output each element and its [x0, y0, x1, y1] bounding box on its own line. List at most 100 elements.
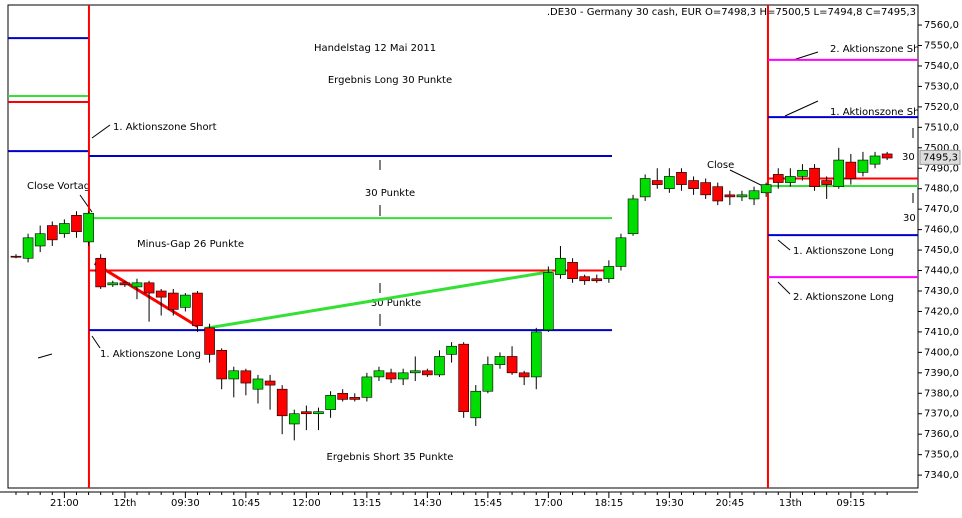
y-tick-label: 7490,0: [924, 163, 959, 174]
candle-body: [530, 331, 542, 378]
candle-body: [373, 370, 385, 378]
y-tick-label: 7370,0: [924, 409, 959, 420]
y-tick-label: 7550,0: [924, 41, 959, 52]
y-tick-label: 7460,0: [924, 225, 959, 236]
candle-body: [809, 167, 820, 187]
candle-body: [579, 276, 590, 282]
candle-body: [700, 182, 711, 196]
x-tick-label: 13:15: [352, 498, 381, 509]
candle-body: [95, 257, 106, 288]
candle-body: [494, 356, 506, 365]
candle-body: [664, 176, 675, 190]
x-tick-label: 12th: [113, 498, 136, 509]
candle-body: [482, 364, 494, 392]
last-price-label: 7495,3: [923, 152, 958, 163]
y-tick-label: 7510,0: [924, 122, 959, 133]
annotation: Ergebnis Short 35 Punkte: [327, 452, 454, 463]
y-tick-label: 7480,0: [924, 184, 959, 195]
candle-body: [833, 159, 845, 187]
candle-body: [422, 370, 433, 376]
y-tick-label: 7380,0: [924, 388, 959, 399]
y-tick-label: 7500,0: [924, 143, 959, 154]
y-tick-label: 7410,0: [924, 327, 959, 338]
candle-body: [71, 215, 82, 232]
candle-body: [167, 292, 179, 310]
trend-line: [93, 262, 199, 328]
y-tick-label: 7430,0: [924, 286, 959, 297]
candle-body: [434, 356, 445, 376]
candle-body: [821, 180, 832, 185]
candle-body: [34, 233, 46, 247]
x-tick-label: 15:45: [473, 498, 502, 509]
candle-body: [46, 225, 58, 241]
plot-area: .DE30 - Germany 30 cash, EUR O=7498,3 H=…: [8, 5, 926, 488]
annotation: Close Vortag: [27, 181, 90, 192]
candle-body: [603, 266, 615, 280]
candle-body: [216, 350, 227, 380]
candle-body: [59, 223, 70, 235]
candle-body: [591, 278, 603, 282]
candle-body: [555, 257, 566, 275]
y-tick-label: 7540,0: [924, 61, 959, 72]
candle-body: [252, 378, 264, 390]
x-tick-label: 20:45: [715, 498, 744, 509]
candle-body: [385, 372, 397, 380]
candle-body: [409, 370, 421, 374]
annotation: 1. Aktionszone Sho: [830, 107, 926, 118]
y-tick-label: 7530,0: [924, 81, 959, 92]
candle-body: [83, 212, 94, 243]
candle-body: [615, 237, 627, 267]
annotation: 1. Aktionszone Long: [793, 246, 894, 257]
annotation: 2. Aktionszone Sho: [830, 44, 926, 55]
candle-body: [518, 372, 530, 378]
y-tick-label: 7360,0: [924, 429, 959, 440]
candle-body: [627, 198, 639, 235]
last-price-box: [919, 149, 961, 165]
candle-body: [639, 178, 651, 198]
candle-body: [567, 262, 578, 280]
y-tick-label: 7340,0: [924, 470, 959, 481]
candle-body: [506, 356, 518, 374]
trend-line: [204, 269, 553, 330]
candle-body: [180, 294, 191, 308]
y-tick-label: 7440,0: [924, 266, 959, 277]
x-tick-label: 21:00: [50, 498, 79, 509]
annotation: Minus-Gap 26 Punkte: [137, 239, 244, 250]
annotation: 30 Punkte: [371, 298, 421, 309]
candle-body: [204, 327, 215, 355]
candle-body: [264, 380, 276, 386]
x-tick-label: 18:15: [594, 498, 623, 509]
candle-body: [724, 194, 736, 198]
annotation: 1. Aktionszone Long: [100, 349, 201, 360]
candle-body: [651, 180, 663, 185]
annotation: 30 P: [903, 213, 925, 224]
candle-body: [313, 411, 324, 415]
candle-body: [857, 159, 869, 173]
y-tick-label: 7420,0: [924, 306, 959, 317]
candle-body: [688, 180, 699, 190]
y-tick-label: 7350,0: [924, 450, 959, 461]
annotation: 2. Aktionszone Long: [793, 292, 894, 303]
y-tick-label: 7560,0: [924, 20, 959, 31]
chart-title: .DE30 - Germany 30 cash, EUR O=7498,3 H=…: [547, 7, 916, 18]
candle-body: [325, 395, 336, 410]
candle-body: [22, 237, 34, 259]
candle-body: [458, 343, 469, 412]
candle-body: [712, 186, 724, 202]
candle-body: [119, 282, 131, 286]
candle-body: [736, 194, 748, 198]
candle-body: [748, 190, 760, 200]
x-tick-label: 13th: [779, 498, 802, 509]
x-tick-label: 12:00: [292, 498, 321, 509]
annotation: 1. Aktionszone Short: [113, 122, 217, 133]
candle-body: [155, 290, 167, 298]
candle-body: [869, 155, 881, 165]
annotation: Handelstag 12 Mai 2011: [314, 43, 436, 54]
candle-body: [361, 376, 373, 398]
candle-body: [131, 282, 143, 288]
candle-body: [470, 390, 482, 419]
candle-body: [676, 172, 687, 185]
annotation: Ergebnis Long 30 Punkte: [328, 75, 452, 86]
candle-body: [143, 282, 155, 294]
candle-body: [397, 372, 409, 380]
